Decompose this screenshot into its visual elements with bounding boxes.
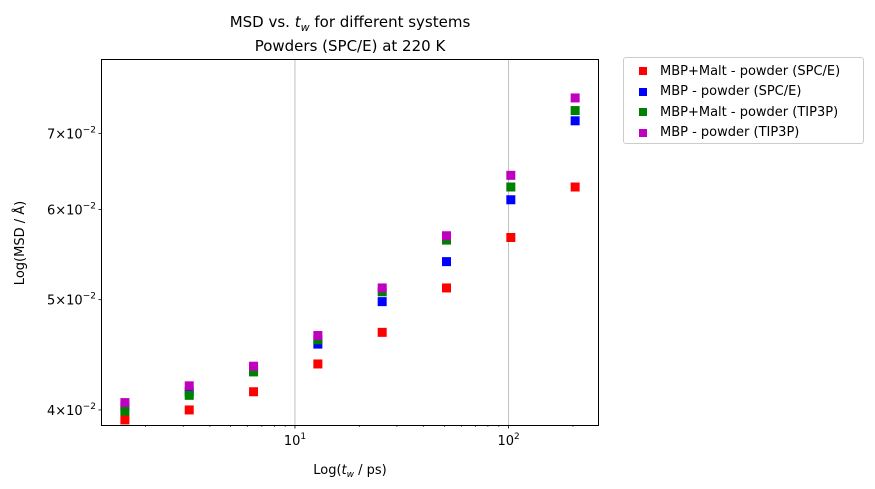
data-point-series-0 bbox=[377, 327, 387, 337]
legend-item: MBP - powder (SPC/E) bbox=[630, 82, 857, 103]
plot-area-frame bbox=[101, 59, 599, 426]
y-tick-label: 7×10−2 bbox=[47, 125, 96, 142]
legend-marker-square-icon bbox=[639, 87, 647, 96]
legend-label: MBP - powder (SPC/E) bbox=[660, 84, 802, 100]
data-point-series-0 bbox=[120, 415, 130, 425]
legend-item: MBP+Malt - powder (TIP3P) bbox=[630, 102, 857, 123]
legend-item: MBP+Malt - powder (SPC/E) bbox=[630, 61, 857, 82]
data-point-series-0 bbox=[570, 182, 580, 192]
data-point-series-1 bbox=[506, 195, 516, 205]
point-layer bbox=[120, 93, 580, 425]
data-point-series-3 bbox=[184, 381, 194, 391]
data-point-series-1 bbox=[442, 257, 452, 267]
data-point-series-0 bbox=[313, 359, 323, 369]
grid-layer bbox=[294, 60, 510, 425]
data-point-series-3 bbox=[313, 331, 323, 341]
data-point-series-3 bbox=[442, 231, 452, 241]
data-point-series-1 bbox=[570, 116, 580, 126]
legend-label: MBP+Malt - powder (SPC/E) bbox=[660, 63, 841, 79]
legend-label: MBP+Malt - powder (TIP3P) bbox=[660, 104, 839, 120]
data-point-series-0 bbox=[506, 233, 516, 243]
chart-title-line2: Powders (SPC/E) at 220 K bbox=[255, 37, 447, 55]
legend-label: MBP - powder (TIP3P) bbox=[660, 125, 800, 141]
legend: MBP+Malt - powder (SPC/E) MBP - powder (… bbox=[623, 57, 864, 144]
legend-marker-square-icon bbox=[639, 67, 647, 76]
x-axis-label: Log(tw / ps) bbox=[313, 463, 387, 480]
data-point-series-2 bbox=[249, 367, 259, 377]
legend-marker-square-icon bbox=[639, 128, 647, 137]
data-point-series-2 bbox=[184, 390, 194, 400]
x-tick-label: 102 bbox=[497, 432, 519, 449]
data-point-series-2 bbox=[506, 182, 516, 192]
data-point-series-0 bbox=[249, 387, 259, 397]
data-point-series-2 bbox=[570, 106, 580, 116]
data-point-series-2 bbox=[120, 406, 130, 416]
y-tick-label: 6×10−2 bbox=[47, 202, 96, 219]
legend-marker-square-icon bbox=[639, 108, 647, 117]
data-point-series-0 bbox=[184, 405, 194, 415]
y-tick-label: 4×10−2 bbox=[47, 402, 96, 419]
tick-layer: 101 102 4×10−2 5×10−2 6×10−2 7×10−2 bbox=[47, 125, 574, 449]
y-axis-label: Log(MSD / Å) bbox=[12, 201, 28, 285]
data-point-series-0 bbox=[442, 283, 452, 293]
data-point-series-3 bbox=[377, 283, 387, 293]
chart-title-line1: MSD vs. tw for different systems bbox=[230, 13, 471, 34]
y-tick-label: 5×10−2 bbox=[47, 292, 96, 309]
data-point-series-3 bbox=[120, 398, 130, 408]
data-point-series-3 bbox=[506, 170, 516, 180]
data-point-series-1 bbox=[377, 297, 387, 307]
legend-item: MBP - powder (TIP3P) bbox=[630, 123, 857, 144]
data-point-series-3 bbox=[249, 361, 259, 371]
x-tick-label: 101 bbox=[284, 432, 306, 449]
data-point-series-3 bbox=[570, 93, 580, 103]
